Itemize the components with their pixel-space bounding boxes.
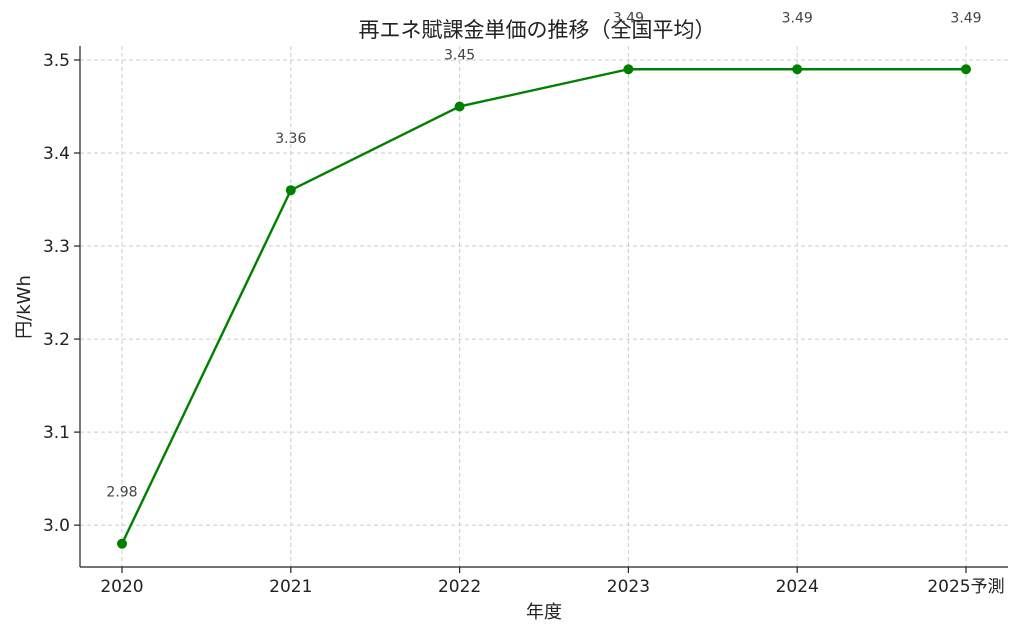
x-tick-label: 2025予測: [927, 577, 1004, 597]
y-tick-label: 3.1: [43, 423, 70, 443]
chart-title: 再エネ賦課金単価の推移（全国平均）: [359, 18, 716, 42]
ticks: 3.0 3.1 3.2 3.3 3.4 3.5 2020 2021 2022 2023 2024 20…: [43, 51, 1005, 597]
axes: [79, 46, 1008, 568]
data-label: 3.49: [782, 10, 813, 26]
data-label: 2.98: [106, 485, 137, 501]
data-point: [117, 538, 127, 549]
data-label: 3.49: [950, 10, 981, 26]
x-tick-label: 2023: [607, 577, 650, 597]
series-layer: [117, 64, 971, 549]
y-tick-label: 3.5: [43, 51, 70, 71]
y-tick-label: 3.0: [43, 516, 70, 536]
data-point: [961, 64, 971, 75]
grid: [80, 46, 1008, 567]
x-tick-label: 2021: [269, 577, 312, 597]
y-tick-label: 3.3: [43, 237, 70, 257]
data-labels: 2.98 3.36 3.45 3.49 3.49 3.49: [106, 10, 981, 500]
series-line: [120, 68, 966, 545]
data-point: [285, 185, 296, 196]
data-point: [454, 101, 465, 112]
y-tick-label: 3.4: [43, 144, 70, 164]
y-axis-title: 円/kWh: [14, 275, 35, 339]
x-tick-label: 2020: [100, 577, 143, 597]
x-axis-title: 年度: [526, 602, 562, 623]
data-point: [623, 64, 634, 75]
data-point: [792, 64, 803, 75]
data-label: 3.49: [613, 10, 644, 26]
x-tick-label: 2024: [776, 577, 819, 597]
y-tick-label: 3.2: [43, 330, 70, 350]
data-label: 3.36: [275, 131, 306, 147]
data-label: 3.45: [444, 47, 475, 63]
x-tick-label: 2022: [438, 577, 481, 597]
